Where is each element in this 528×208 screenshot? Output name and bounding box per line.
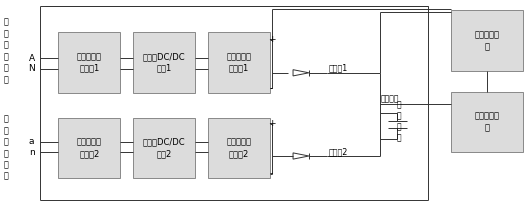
Text: 输出整流滤
波模块2: 输出整流滤 波模块2 [227, 137, 252, 158]
FancyBboxPatch shape [208, 32, 270, 93]
Text: +: + [268, 35, 275, 44]
Text: 输出整流滤
波模块1: 输出整流滤 波模块1 [227, 52, 252, 73]
Text: 输入整流滤
波模块2: 输入整流滤 波模块2 [77, 137, 102, 158]
FancyBboxPatch shape [451, 92, 523, 152]
FancyBboxPatch shape [58, 32, 120, 93]
FancyBboxPatch shape [58, 118, 120, 178]
Text: 直流输出: 直流输出 [380, 94, 399, 103]
Text: 反激式DC/DC
模块2: 反激式DC/DC 模块2 [143, 137, 185, 158]
FancyBboxPatch shape [208, 118, 270, 178]
Text: 超
级
电
容: 超 级 电 容 [397, 100, 402, 143]
FancyBboxPatch shape [133, 32, 195, 93]
Text: n: n [29, 148, 34, 157]
Text: 电压采样模
块: 电压采样模 块 [475, 30, 499, 51]
FancyBboxPatch shape [451, 10, 523, 71]
Text: 输入整流滤
波模块1: 输入整流滤 波模块1 [77, 52, 102, 73]
Text: +: + [268, 119, 275, 128]
Text: A: A [29, 54, 35, 63]
Text: 备
用
电
源
输
入: 备 用 电 源 输 入 [4, 115, 8, 181]
Text: 微控制器模
块: 微控制器模 块 [475, 111, 499, 132]
Text: 二极管1: 二极管1 [328, 64, 347, 73]
Text: 二极管2: 二极管2 [328, 148, 348, 157]
Text: N: N [29, 64, 35, 73]
Text: 常
用
电
源
输
入: 常 用 电 源 输 入 [4, 18, 8, 84]
Text: 反激式DC/DC
模块1: 反激式DC/DC 模块1 [143, 52, 185, 73]
Text: -: - [270, 84, 273, 93]
Text: a: a [29, 137, 34, 146]
Text: -: - [270, 169, 273, 178]
FancyBboxPatch shape [133, 118, 195, 178]
